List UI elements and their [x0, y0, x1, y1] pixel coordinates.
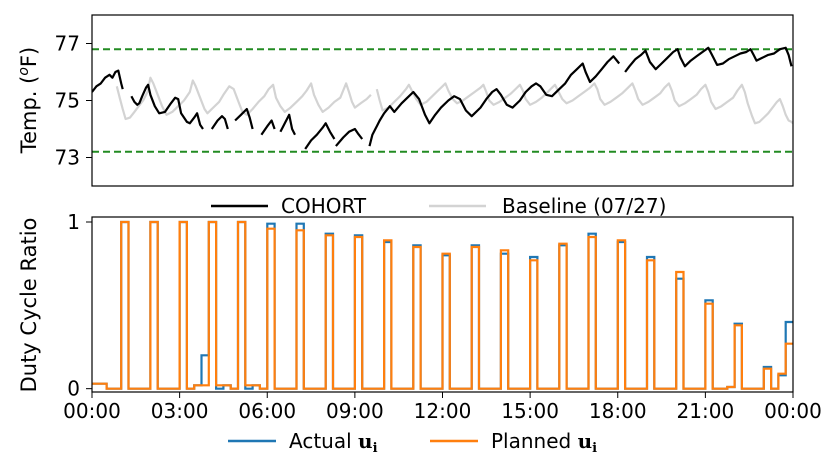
- time-x-tick-label: 18:00: [589, 399, 647, 423]
- cohort-line-segment: [260, 119, 276, 136]
- temperature-series: [92, 46, 793, 150]
- cohort-line-segment: [624, 46, 793, 73]
- duty-cycle-series: [92, 220, 793, 390]
- time-x-tick-label: 09:00: [326, 399, 384, 423]
- temperature-y-axis-label: Temp. (oF): [16, 47, 41, 154]
- cohort-line-segment: [279, 113, 296, 136]
- cohort-line-segment: [234, 107, 254, 130]
- time-x-tick-label: 15:00: [501, 399, 559, 423]
- time-x-tick-label: 06:00: [238, 399, 296, 423]
- cohort-line-segment: [210, 115, 229, 130]
- temperature-panel: Temp. (oF) 73 75 77: [16, 14, 794, 187]
- duty-cycle-panel: Duty Cycle Ratio 01 00:00 03:00 06:00 09:00…: [17, 210, 822, 423]
- temperature-plot-frame: [91, 14, 794, 187]
- cohort-line-segment: [304, 122, 336, 150]
- temperature-y-tick-label: 75: [55, 89, 80, 113]
- baseline-07-27-line-segment: [115, 76, 372, 121]
- time-x-tick-label: 03:00: [151, 399, 209, 423]
- time-x-tick-label: 00:00: [764, 399, 822, 423]
- duty-cycle-plot-frame: [91, 216, 794, 393]
- cohort-line-segment: [130, 83, 204, 130]
- time-x-tick-label: 12:00: [414, 399, 472, 423]
- time-x-ticks: 00:00 03:00 06:00 09:00 12:00 15:00 18:00 21:00…: [63, 392, 822, 423]
- legend-label-actual: Actual ui: [289, 429, 378, 456]
- temperature-y-ticks: 73 75 77: [55, 32, 92, 170]
- duty-cycle-y-tick-label: 0: [67, 377, 80, 401]
- baseline-07-27-line-segment: [375, 82, 793, 125]
- legend-label-planned: Planned ui: [491, 429, 597, 456]
- duty-cycle-y-ticks: 01: [67, 210, 92, 401]
- time-x-tick-label: 21:00: [677, 399, 735, 423]
- cohort-line-segment: [368, 55, 621, 147]
- temperature-y-tick-label: 77: [55, 32, 80, 56]
- planned-u-i-step-line: [92, 220, 793, 390]
- temperature-legend: COHORT Baseline (07/27): [211, 194, 666, 218]
- cohort-line-segment: [92, 69, 124, 93]
- time-x-tick-label: 00:00: [63, 399, 121, 423]
- legend-label-baseline: Baseline (07/27): [502, 194, 666, 218]
- cohort-line-segment: [335, 127, 364, 147]
- legend-label-cohort: COHORT: [281, 194, 367, 218]
- temperature-y-tick-label: 73: [55, 146, 80, 170]
- duty-cycle-y-tick-label: 1: [67, 210, 80, 234]
- duty-cycle-y-axis-label: Duty Cycle Ratio: [17, 218, 41, 393]
- duty-cycle-legend: Actual ui Planned ui: [228, 429, 597, 456]
